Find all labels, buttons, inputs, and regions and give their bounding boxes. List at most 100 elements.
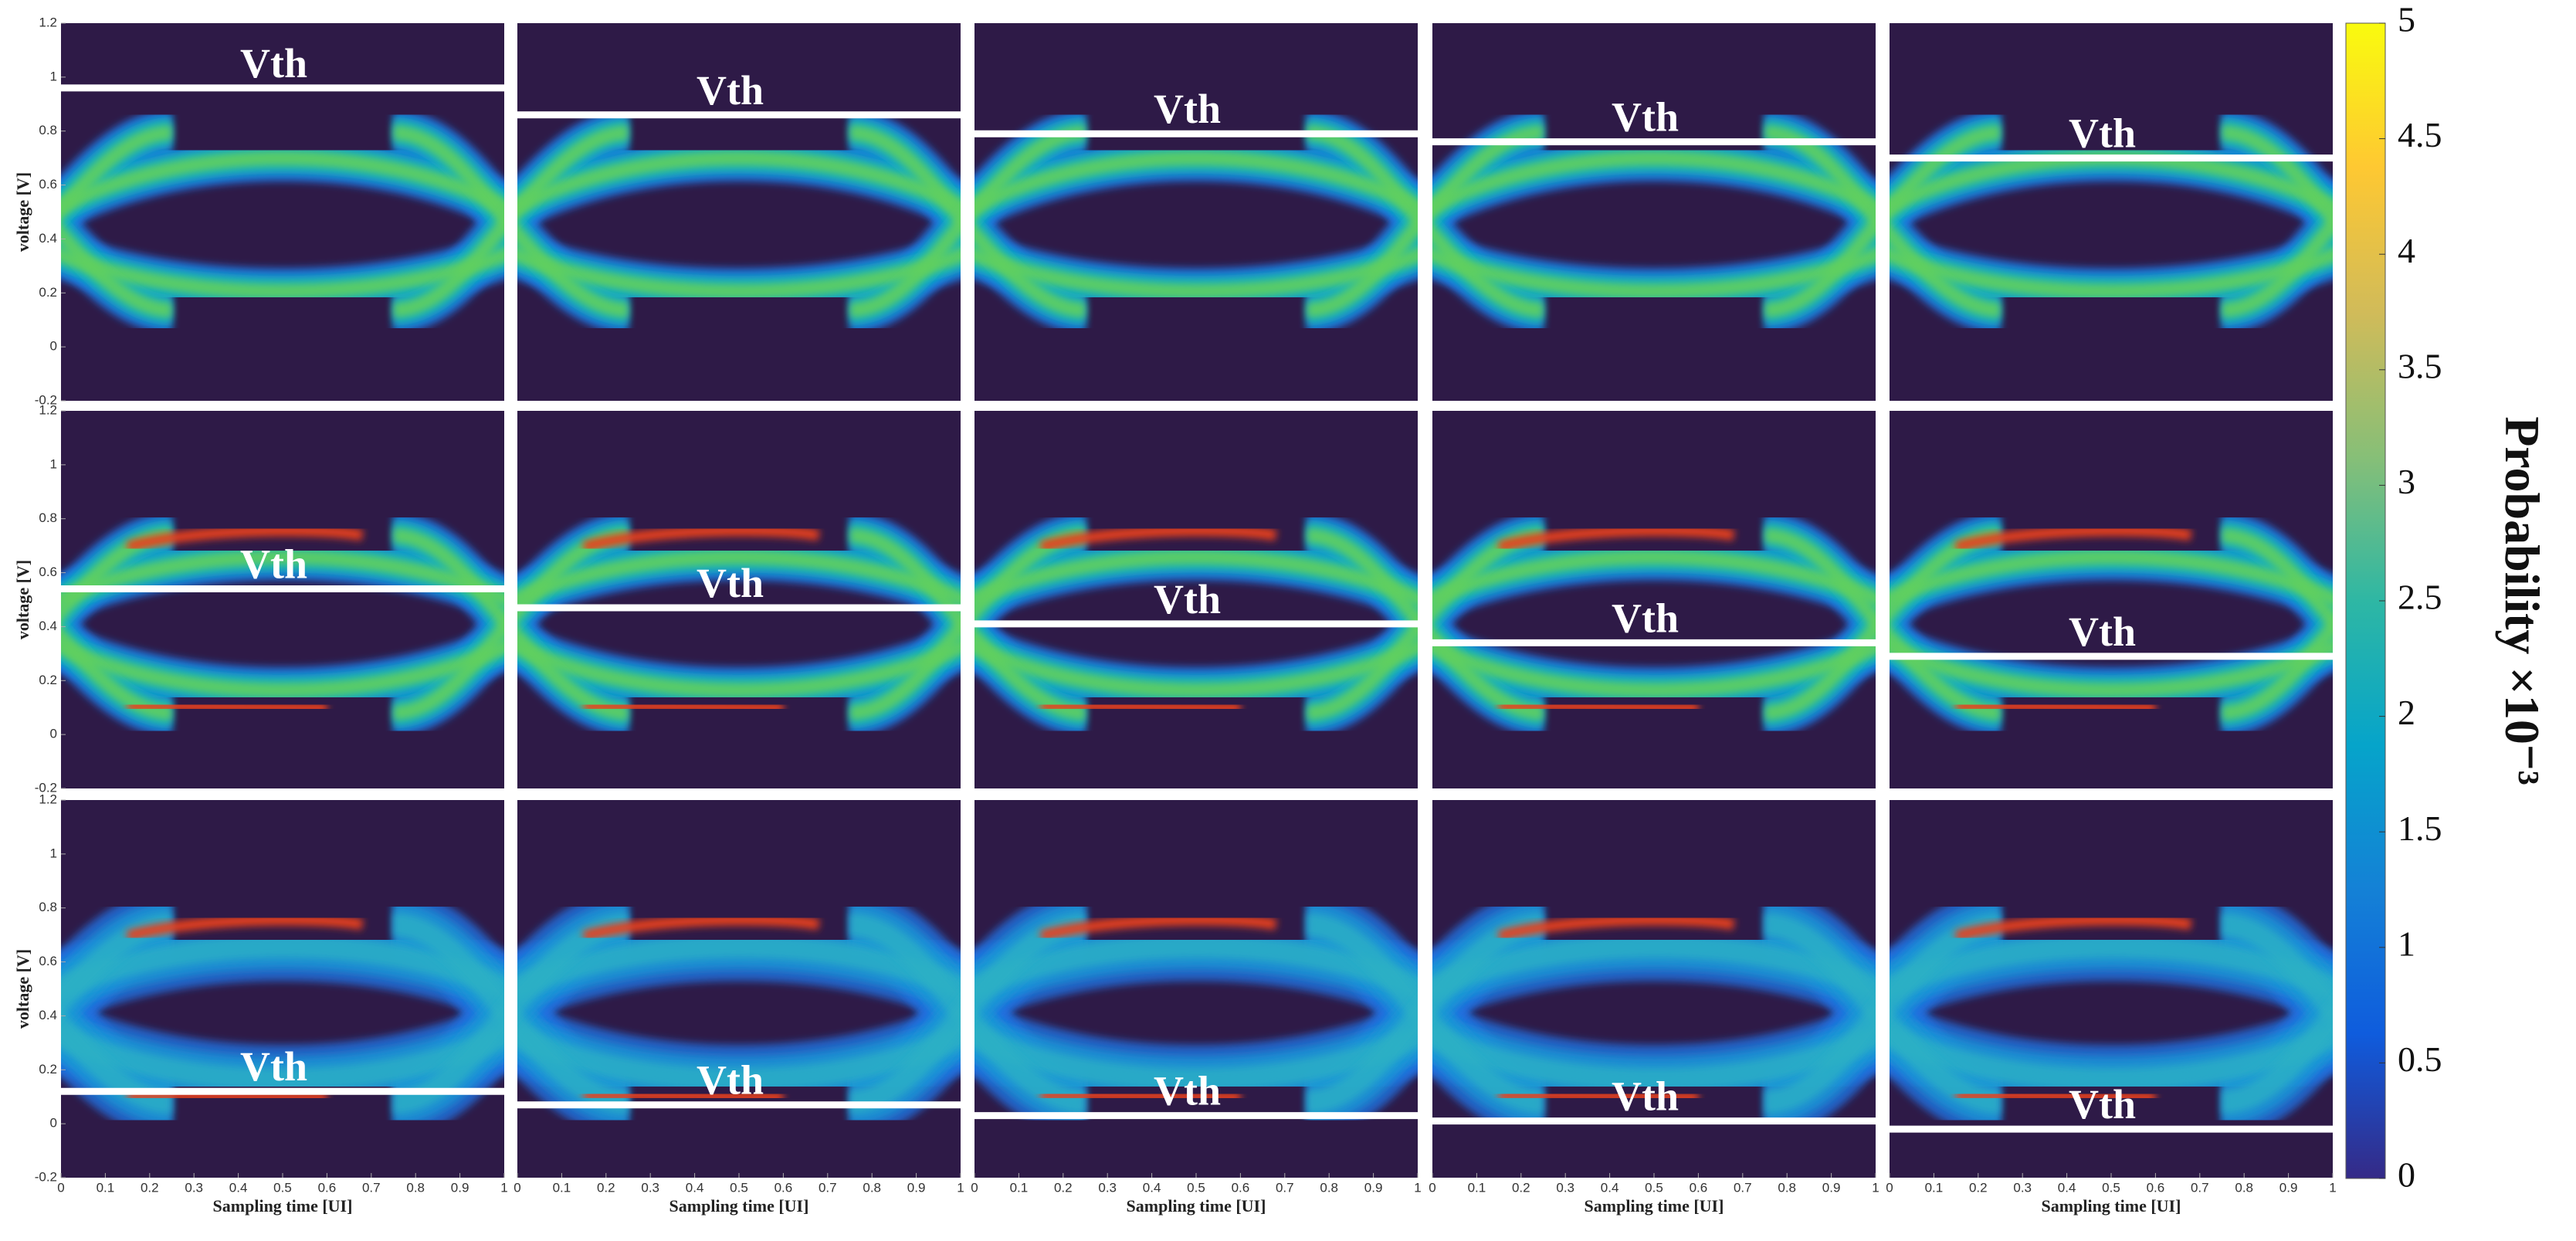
eye-panel: Vth (1890, 411, 2333, 788)
eye-panel: Vth (1432, 411, 1876, 788)
y-tick-label: 1 (50, 456, 57, 471)
y-tick-label: 0.6 (39, 177, 57, 192)
y-tick-label: 1.2 (39, 15, 57, 29)
eye-trace (849, 527, 961, 633)
eye-trace (974, 124, 1086, 221)
x-tick-label: 0.8 (2235, 1180, 2253, 1195)
colorbar-tick-label: 4.5 (2398, 115, 2442, 154)
eye-traces (1432, 890, 1876, 1138)
colorbar-tick-label: 2 (2398, 693, 2415, 732)
x-axis-label: Sampling time [UI] (1127, 1196, 1266, 1216)
eye-panel: Vth (974, 23, 1418, 401)
x-tick-label: 0.3 (1556, 1180, 1574, 1195)
eye-trace (392, 913, 504, 1029)
y-tick-label: 0.2 (39, 673, 57, 687)
eye-traces (1432, 512, 1876, 737)
x-tick-label: 0.2 (141, 1180, 159, 1195)
eye-hot (583, 1089, 784, 1104)
x-tick-label: 0.9 (451, 1180, 469, 1195)
x-tick-label: 0.1 (1468, 1180, 1486, 1195)
eye-trace (1306, 124, 1418, 231)
eye-panel: Vth (517, 23, 961, 401)
eye-hot (1954, 914, 2192, 942)
x-tick-label: 0.5 (2102, 1180, 2120, 1195)
eye-trace (1764, 913, 1876, 1029)
x-tick-label: 0 (514, 1180, 520, 1195)
threshold-label: Vth (240, 40, 307, 86)
eye-hot (127, 700, 327, 714)
x-tick-label: 1 (1872, 1180, 1879, 1195)
x-tick-label: 0.3 (1098, 1180, 1117, 1195)
x-tick-label: 0.4 (1601, 1180, 1619, 1195)
y-tick-label: -0.2 (35, 392, 57, 407)
eye-trace (1764, 998, 1876, 1114)
x-tick-label: 1 (1414, 1180, 1421, 1195)
eye-trace (849, 913, 961, 1029)
y-tick-label: 1 (50, 846, 57, 860)
x-tick-label: 0.8 (1778, 1180, 1796, 1195)
eye-trace (849, 212, 961, 318)
y-tick-label: 0.8 (39, 123, 57, 137)
threshold-label: Vth (697, 560, 764, 606)
x-axis-label: Sampling time [UI] (213, 1196, 353, 1216)
x-tick-label: 0.8 (863, 1180, 881, 1195)
eye-trace (1432, 222, 1544, 318)
x-tick-label: 0 (971, 1180, 978, 1195)
eye-hot (1040, 1089, 1241, 1104)
colorbar-tick-label: 5 (2398, 0, 2415, 39)
eye-trace (392, 527, 504, 633)
x-tick-label: 0.4 (686, 1180, 704, 1195)
eye-hot (126, 525, 364, 553)
eye-hot (1955, 700, 2156, 714)
colorbar-tick-label: 1.5 (2398, 809, 2442, 848)
eye-panel: Vth (974, 411, 1418, 788)
colorbar-tick-label: 2.5 (2398, 578, 2442, 617)
colorbar-tick-label: 3 (2398, 462, 2415, 501)
eye-trace (1306, 212, 1418, 318)
eye-hot (1498, 1089, 1699, 1104)
x-tick-label: 0.5 (1187, 1180, 1205, 1195)
x-axis-label: Sampling time [UI] (1585, 1196, 1724, 1216)
eye-trace (2221, 913, 2333, 1029)
eye-traces (1890, 890, 2333, 1138)
x-tick-label: 0.3 (2013, 1180, 2032, 1195)
x-tick-label: 0.1 (1010, 1180, 1029, 1195)
eye-trace (2221, 212, 2333, 318)
eye-trace (2221, 124, 2333, 231)
y-tick-label: 1.2 (39, 402, 57, 417)
eye-trace (1306, 615, 1418, 721)
colorbar-tick-label: 0 (2398, 1155, 2415, 1195)
colorbar-label: Probability ×10⁻³ (2495, 416, 2550, 785)
x-tick-label: 0.7 (1734, 1180, 1752, 1195)
eye-trace (517, 222, 629, 318)
eye-trace (61, 124, 173, 221)
eye-panel: Vth -0.2 0 0.2 0.4 0.6 0.8 1 1.2 voltage [V] (13, 402, 504, 795)
x-tick-label: 0.5 (273, 1180, 292, 1195)
eye-trace (849, 998, 961, 1114)
x-tick-label: 0.9 (1364, 1180, 1383, 1195)
threshold-label: Vth (697, 1057, 764, 1104)
threshold-label: Vth (2069, 609, 2136, 655)
x-tick-label: 0.4 (2058, 1180, 2076, 1195)
y-axis-label: voltage [V] (13, 560, 32, 639)
x-tick-label: 0.6 (318, 1180, 337, 1195)
x-tick-label: 0.2 (1969, 1180, 1988, 1195)
eye-panel: Vth 0 0.1 0.2 0.3 0.4 0.5 0.6 0.7 0.8 0.9 1 Sampling… (1429, 800, 1879, 1216)
x-tick-label: 0.3 (641, 1180, 659, 1195)
threshold-label: Vth (2069, 1081, 2136, 1127)
eye-trace (517, 124, 629, 221)
eye-trace (1764, 527, 1876, 633)
x-axis-label: Sampling time [UI] (669, 1196, 809, 1216)
eye-trace (849, 124, 961, 231)
eye-trace (1890, 124, 2001, 221)
x-tick-label: 0.1 (97, 1180, 115, 1195)
colorbar-tick-label: 4 (2398, 231, 2415, 270)
x-tick-label: 1 (500, 1180, 507, 1195)
colorbar-scale (2345, 22, 2386, 1179)
eye-traces (61, 109, 504, 334)
eye-traces (974, 512, 1418, 737)
panel-background (1432, 23, 1876, 401)
x-tick-label: 0.9 (1822, 1180, 1841, 1195)
eye-hot (1955, 1089, 2156, 1104)
